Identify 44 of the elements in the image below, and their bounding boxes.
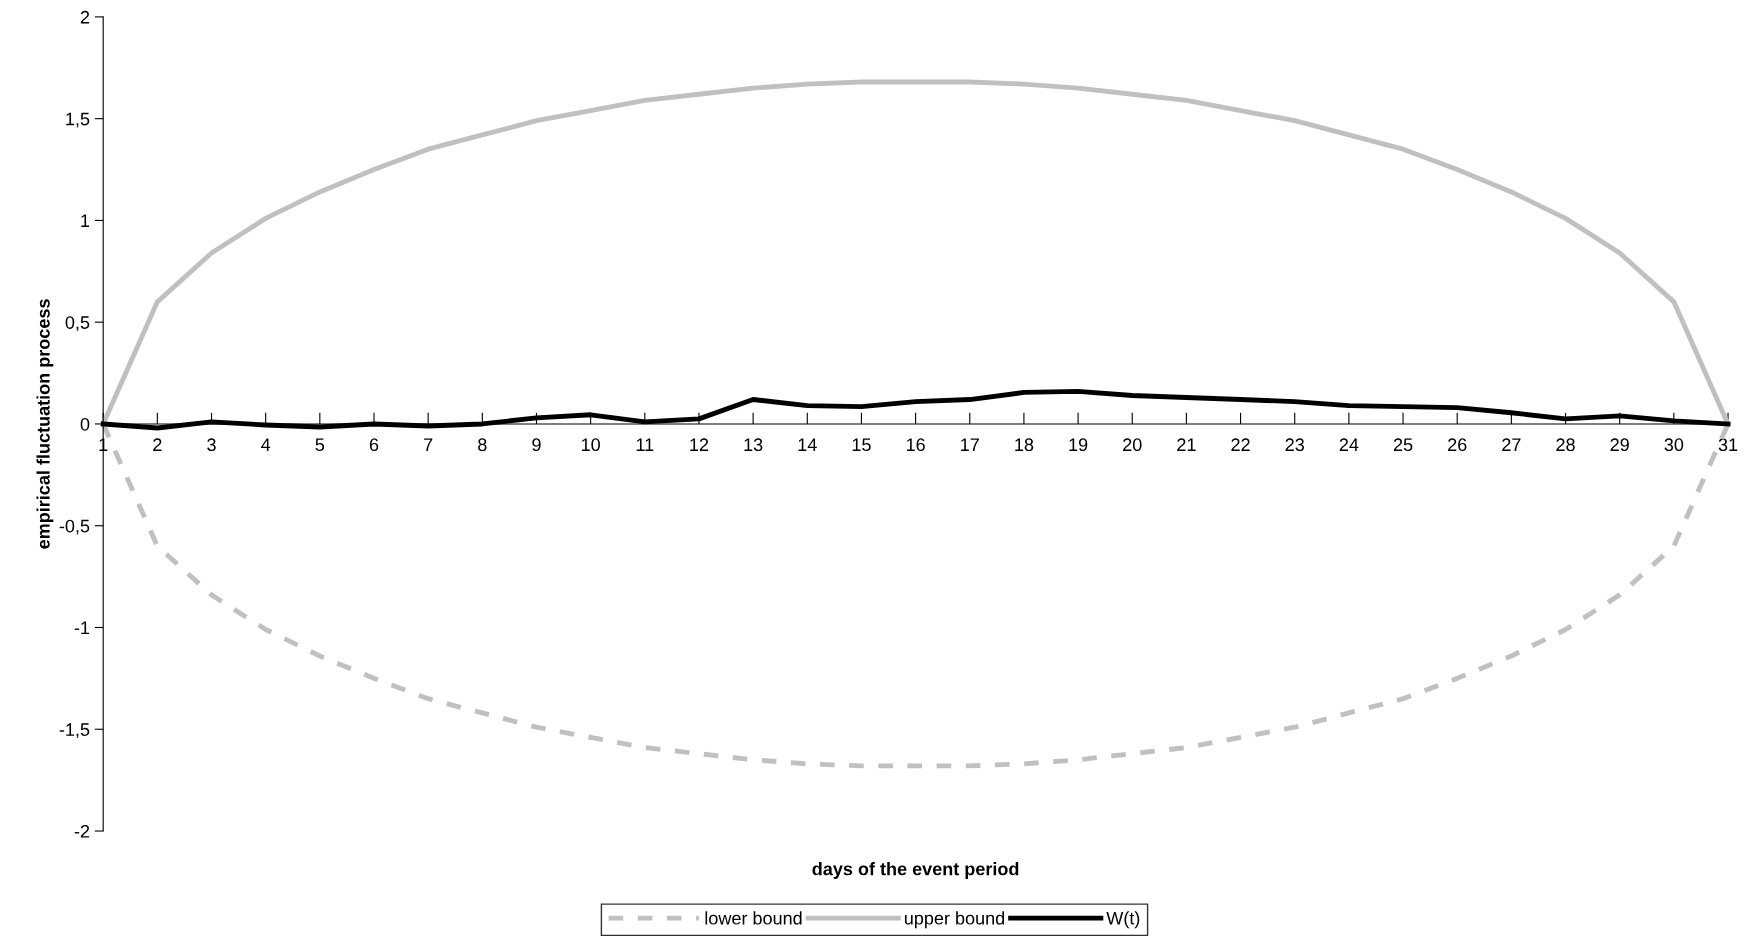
x-tick-label: 3 <box>207 438 216 452</box>
y-tick-label: 0,5 <box>65 316 90 332</box>
y-tick-label: -0,5 <box>59 519 90 535</box>
x-tick-label: 26 <box>1448 438 1467 452</box>
x-tick-label: 27 <box>1502 438 1521 451</box>
x-tick-label: 29 <box>1610 438 1629 452</box>
x-tick-label: 16 <box>906 438 925 452</box>
y-tick-label: -1 <box>74 621 90 635</box>
x-tick-label: 4 <box>261 438 271 451</box>
x-tick-label: 15 <box>852 438 871 452</box>
y-tick-label: -2 <box>74 824 90 838</box>
y-tick-label: -1,5 <box>59 723 90 739</box>
x-axis-title: days of the event period <box>812 862 1019 879</box>
legend-label: W(t) <box>1106 911 1140 929</box>
x-tick-label: 22 <box>1231 438 1250 451</box>
y-tick-label: 2 <box>80 10 90 24</box>
legend-label: upper bound <box>904 911 1005 929</box>
x-tick-label: 20 <box>1123 438 1142 452</box>
legend-label: lower bound <box>705 911 802 925</box>
x-tick-label: 21 <box>1177 438 1196 451</box>
x-tick-label: 6 <box>369 438 379 452</box>
x-tick-label: 10 <box>581 438 600 452</box>
x-tick-label: 9 <box>532 438 541 452</box>
x-tick-label: 5 <box>315 438 325 452</box>
x-tick-label: 17 <box>961 438 979 451</box>
y-tick-label: 0 <box>80 417 90 431</box>
x-tick-label: 23 <box>1285 438 1304 452</box>
x-tick-label: 2 <box>153 438 162 451</box>
x-tick-label: 19 <box>1069 438 1088 452</box>
x-tick-label: 28 <box>1556 438 1575 452</box>
x-tick-label: 13 <box>744 438 763 452</box>
y-tick-label: 1 <box>81 214 90 227</box>
x-tick-label: 7 <box>424 438 433 451</box>
x-tick-label: 11 <box>636 438 654 451</box>
x-tick-label: 14 <box>798 438 817 451</box>
x-tick-label: 12 <box>690 438 709 451</box>
x-tick-label: 18 <box>1015 438 1034 452</box>
x-tick-label: 30 <box>1664 438 1684 452</box>
x-tick-label: 31 <box>1718 438 1738 452</box>
x-tick-label: 8 <box>478 438 487 452</box>
x-tick-label: 25 <box>1393 438 1413 452</box>
y-tick-label: 1,5 <box>66 112 90 128</box>
y-axis-title: empirical fluctuation process <box>36 299 54 549</box>
x-tick-label: 24 <box>1339 438 1359 451</box>
